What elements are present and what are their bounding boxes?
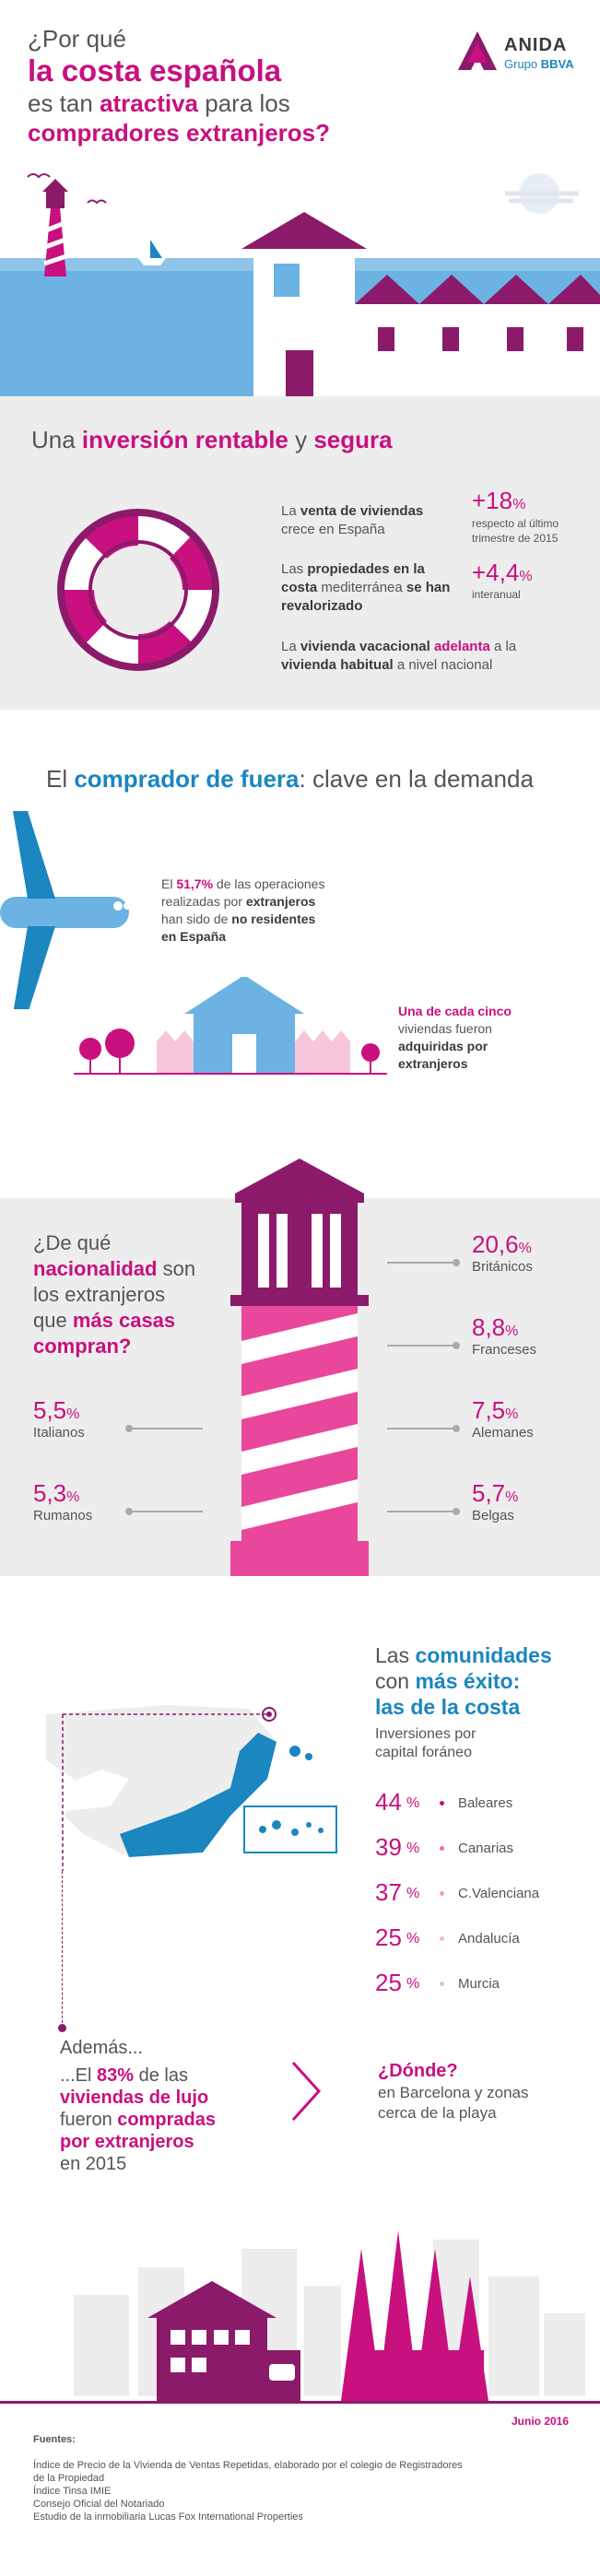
anida-logo: ANIDA Grupo BBVA <box>456 29 585 76</box>
stat-venta: La venta de viviendas crece en España <box>281 503 424 537</box>
inversion-heading: Una inversión rentable y segura <box>31 426 393 453</box>
title-line-4: compradores extranjeros? <box>28 119 331 147</box>
nat-alemanes: 7,5% Alemanes <box>472 1396 534 1441</box>
coast-illustration <box>0 173 600 433</box>
comunidades-subtitle: Inversiones por capital foráneo <box>375 1726 476 1760</box>
stat-venta-value: +18% <box>472 487 526 514</box>
bullet-icon <box>440 1846 444 1851</box>
nat-franceses: 8,8% Franceses <box>472 1313 537 1358</box>
anida-logo-icon <box>458 31 497 70</box>
lighthouse-illustration <box>230 1159 369 1576</box>
logo-sub: Grupo BBVA <box>504 57 574 71</box>
nacionalidad-question: ¿De qué nacionalidad son los extranjeros… <box>33 1231 196 1358</box>
title-line-2: la costa española <box>28 53 282 88</box>
lifebuoy-icon <box>57 509 219 671</box>
stat-venta-note: respecto al último trimestre de 2015 <box>472 517 559 545</box>
title-line-1: ¿Por qué <box>28 25 126 53</box>
skyline-illustration <box>0 2230 600 2404</box>
title-line-3: es tan atractiva para los <box>28 89 290 117</box>
bullet-icon <box>440 1801 444 1806</box>
houses-illustration <box>74 977 387 1075</box>
donde-block: ¿Dónde? en Barcelona y zonas cerca de la… <box>378 2061 529 2122</box>
comunidad-andalucia: 25 % Andalucía <box>375 1923 520 1951</box>
stat-costa-value: +4,4% <box>472 559 533 586</box>
bullet-icon <box>440 1982 444 1986</box>
comunidades-heading: Las comunidades con más éxito: las de la… <box>375 1643 552 1719</box>
comunidad-valenciana: 37 % C.Valenciana <box>375 1878 540 1906</box>
house-text: Una de cada cinco viviendas fueron adqui… <box>398 1004 512 1071</box>
header: ¿Por qué la costa española es tan atract… <box>0 0 600 433</box>
nat-rumanos: 5,3% Rumanos <box>33 1479 93 1523</box>
bullet-icon <box>440 1936 444 1941</box>
spain-map <box>46 1705 337 1871</box>
comunidades-list: 44 % Baleares 39 % Canarias 37 % C.Valen… <box>375 1788 596 2014</box>
stat-costa-note: interanual <box>472 588 521 601</box>
nat-italianos: 5,5% Italianos <box>33 1396 85 1441</box>
stat-vacacional: La vivienda vacacional adelanta a la viv… <box>281 639 517 673</box>
inversion-section: Una inversión rentable y segura La venta… <box>0 396 600 710</box>
nat-britanicos: 20,6% Británicos <box>472 1230 533 1275</box>
footer-sources: Fuentes: Índice de Precio de la Vivienda… <box>33 2434 463 2523</box>
nat-connectors <box>125 1259 460 1515</box>
nat-belgas: 5,7% Belgas <box>472 1479 519 1523</box>
chevron-right-icon <box>291 2061 322 2122</box>
bullet-icon <box>440 1891 444 1896</box>
footer-date: Junio 2016 <box>512 2415 570 2428</box>
stat-costa: Las propiedades en la costa mediterránea… <box>281 561 451 614</box>
comprador-heading: El comprador de fuera: clave en la deman… <box>46 765 534 793</box>
logo-name: ANIDA <box>504 35 568 55</box>
comunidad-murcia: 25 % Murcia <box>375 1969 500 1996</box>
comunidad-canarias: 39 % Canarias <box>375 1833 514 1861</box>
map-connector-dot <box>58 2024 66 2032</box>
comunidad-baleares: 44 % Baleares <box>375 1788 513 1816</box>
page-title: ¿Por qué la costa española es tan atract… <box>28 24 415 147</box>
map-connector <box>62 1871 65 2028</box>
airplane-icon <box>0 811 131 1009</box>
ademas-block: Además... ...El 83% de las viviendas de … <box>60 2038 216 2174</box>
comprador-section: El comprador de fuera: clave en la deman… <box>0 710 600 1115</box>
plane-text: El 51,7% de las operaciones realizadas p… <box>161 876 325 944</box>
